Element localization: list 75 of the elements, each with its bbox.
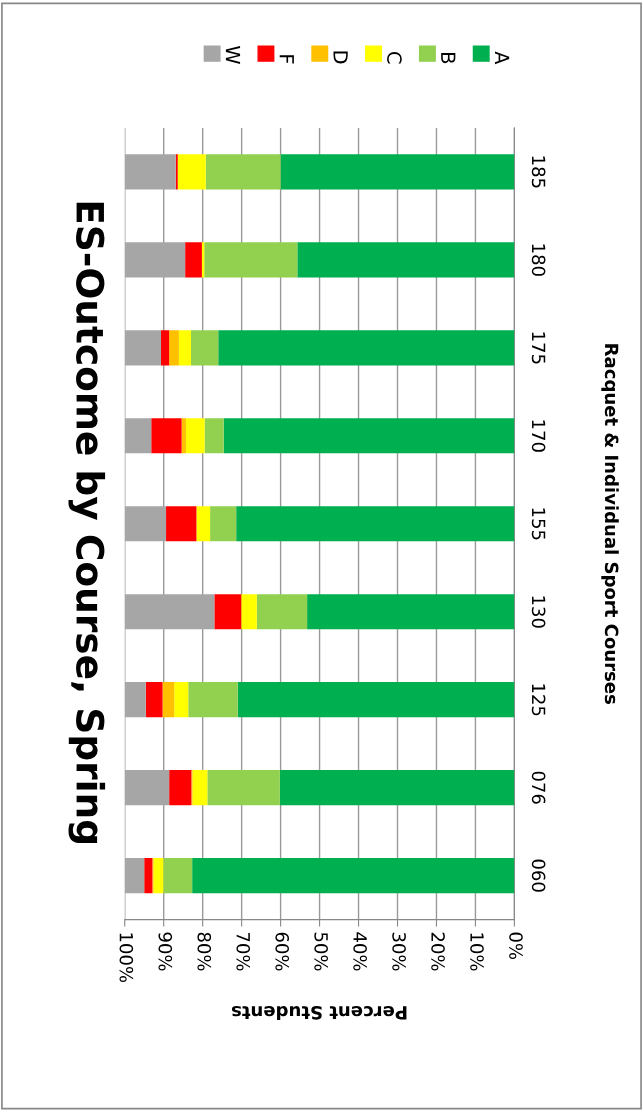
bar (204, 418, 224, 454)
y-tick-label: 175 (531, 332, 546, 364)
x-tick-label: 60% (275, 932, 290, 971)
bar (280, 154, 515, 190)
bar (210, 506, 237, 542)
legend-label: D (333, 51, 348, 64)
bar (256, 594, 308, 630)
bar (163, 858, 193, 894)
x-tick-label: 20% (431, 932, 445, 971)
bar (207, 770, 280, 806)
x-tick-label: 30% (392, 932, 406, 971)
x-tick-label: 90% (158, 932, 173, 971)
y-tick-label: 125 (531, 684, 546, 716)
bar (151, 418, 182, 454)
legend-label: W (225, 45, 241, 64)
bar (279, 770, 515, 806)
bar (124, 682, 146, 718)
bar (241, 594, 257, 630)
x-tick-label: 50% (314, 932, 328, 971)
bar (169, 770, 192, 806)
x-tick-label: 10% (470, 933, 484, 971)
bar (124, 154, 176, 190)
x-tick-label: 0% (509, 932, 523, 960)
y-tick-label: 060 (531, 859, 546, 892)
bar (218, 330, 515, 366)
bar (223, 418, 515, 454)
bar (174, 682, 189, 718)
bar (185, 418, 205, 454)
x-tick-label: 40% (353, 932, 367, 971)
bar (178, 330, 191, 366)
legend-label: F (279, 55, 294, 64)
bar (145, 682, 163, 718)
bar (214, 594, 242, 630)
bar (297, 242, 515, 278)
bar (185, 242, 202, 278)
x-axis-title: Percent Students (231, 1005, 407, 1020)
bar (169, 330, 179, 366)
x-tick-label: 70% (236, 932, 251, 971)
y-tick-label: 170 (531, 420, 546, 452)
y-axis-title: Racquet & Individual Sport Courses (601, 344, 619, 704)
y-tick-label: 155 (531, 508, 546, 540)
bar (124, 418, 152, 454)
x-tick-label: 80% (197, 932, 212, 971)
bar (181, 418, 186, 454)
bar (188, 682, 238, 718)
bar (124, 330, 161, 366)
legend-label: C (387, 52, 402, 64)
x-tick-label: 100% (119, 933, 134, 983)
bar (153, 858, 164, 894)
legend-label: B (441, 53, 456, 64)
bar (205, 154, 281, 190)
bar (237, 682, 515, 718)
y-tick-label: 076 (531, 771, 546, 804)
bar (192, 770, 208, 806)
bar (307, 594, 515, 630)
bar (166, 506, 197, 542)
bar (204, 242, 298, 278)
y-tick-label: 185 (531, 156, 546, 188)
bar (124, 242, 186, 278)
bar (177, 154, 206, 190)
bar (236, 506, 515, 542)
bar (160, 330, 170, 366)
y-tick-label: 180 (531, 244, 546, 276)
text: ES-Outcome by Course, Spring (68, 202, 106, 843)
bar (196, 506, 211, 542)
bar (190, 330, 219, 366)
y-tick-label: 130 (531, 596, 546, 628)
legend-label: A (494, 51, 510, 65)
bar (192, 858, 515, 894)
bar (124, 858, 145, 894)
bar (124, 506, 167, 542)
bar (144, 858, 153, 894)
bar (162, 682, 175, 718)
bar (124, 770, 170, 806)
bar (124, 594, 215, 630)
